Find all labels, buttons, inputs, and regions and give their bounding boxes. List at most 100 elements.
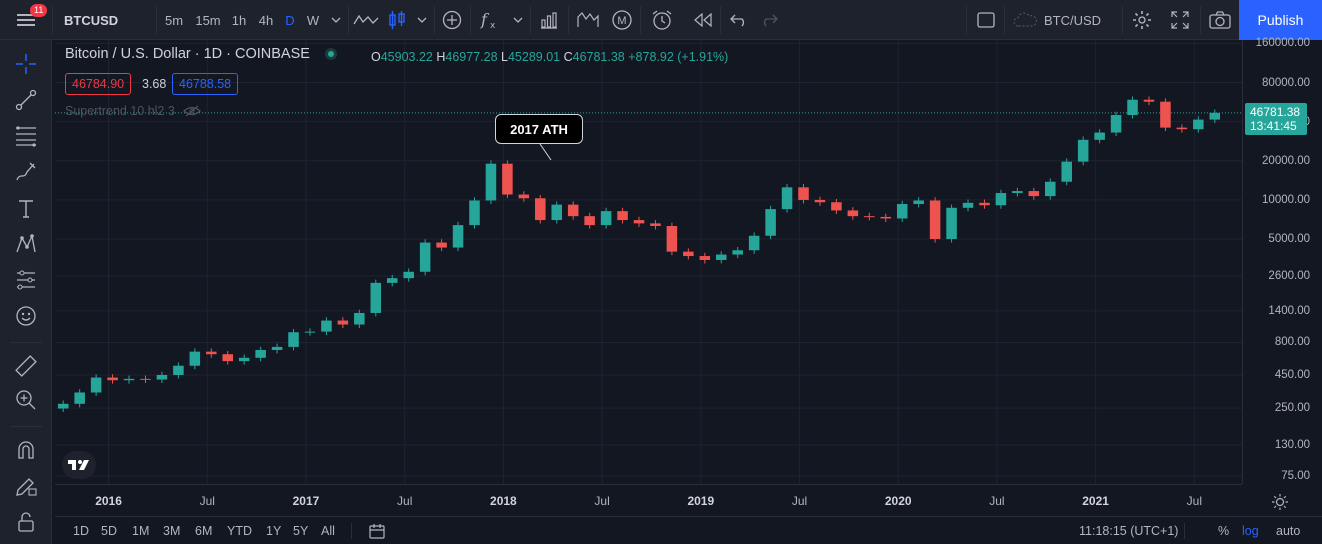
brush-tool[interactable] xyxy=(10,156,42,188)
candle xyxy=(567,204,579,217)
candle xyxy=(304,331,316,333)
eye-off-icon[interactable] xyxy=(182,105,201,117)
ath-callout[interactable]: 2017 ATH xyxy=(495,114,583,144)
range-1m[interactable]: 1M xyxy=(132,524,150,538)
alert-button[interactable] xyxy=(645,0,679,40)
candle xyxy=(354,312,365,325)
magnet-tool[interactable] xyxy=(10,434,42,466)
layout-button[interactable] xyxy=(970,0,1002,40)
measure-tool[interactable] xyxy=(10,350,42,382)
market-button[interactable]: M xyxy=(606,0,638,40)
time-axis-label: 2021 xyxy=(1082,494,1109,508)
settings-button[interactable] xyxy=(1126,0,1158,40)
candle xyxy=(57,403,69,409)
chevron-down-icon xyxy=(417,17,427,23)
interval-4h[interactable]: 4h xyxy=(258,12,274,28)
text-tool[interactable] xyxy=(10,192,42,224)
pattern-tool[interactable] xyxy=(10,228,42,260)
zoom-tool[interactable] xyxy=(10,384,42,416)
emoji-tool[interactable] xyxy=(10,300,42,332)
chart-type-candles-button[interactable] xyxy=(384,0,410,40)
time-axis-label: Jul xyxy=(397,494,413,508)
symbol-search-button[interactable]: BTCUSD xyxy=(64,12,119,28)
lock-drawings-tool[interactable] xyxy=(10,506,42,538)
range-3m[interactable]: 3M xyxy=(163,524,181,538)
spread-value: 3.68 xyxy=(142,77,167,91)
candle xyxy=(962,202,974,208)
chart-type-dropdown[interactable] xyxy=(412,0,432,40)
axis-settings-button[interactable] xyxy=(1270,492,1290,512)
publish-button[interactable]: Publish xyxy=(1239,0,1322,40)
candle xyxy=(485,163,497,201)
goto-date-button[interactable] xyxy=(368,517,386,544)
fib-tool[interactable] xyxy=(10,120,42,152)
price-axis-label: 250.00 xyxy=(1274,402,1310,415)
alarm-clock-icon xyxy=(652,10,672,30)
undo-button[interactable] xyxy=(724,0,754,40)
time-axis-label: 2017 xyxy=(292,494,320,508)
candle xyxy=(666,226,678,252)
clock[interactable]: 11:18:15 (UTC+1) xyxy=(1079,524,1179,538)
range-all[interactable]: All xyxy=(321,524,335,538)
bar-chart-icon xyxy=(541,12,557,29)
stay-in-drawing-tool[interactable] xyxy=(10,470,42,502)
fullscreen-button[interactable] xyxy=(1164,0,1196,40)
candle xyxy=(288,332,299,347)
prediction-tool[interactable] xyxy=(10,264,42,296)
candle xyxy=(1127,99,1138,116)
range-ytd[interactable]: YTD xyxy=(227,524,252,538)
crosshair-tool[interactable] xyxy=(10,48,42,80)
range-6m[interactable]: 6M xyxy=(195,524,213,538)
percent-toggle[interactable]: % xyxy=(1218,524,1230,538)
candle xyxy=(156,374,168,380)
range-1d[interactable]: 1D xyxy=(73,524,89,538)
candle xyxy=(1209,112,1221,120)
range-1y[interactable]: 1Y xyxy=(266,524,282,538)
candle xyxy=(1094,132,1105,140)
candle xyxy=(123,378,135,381)
interval-d[interactable]: D xyxy=(285,12,295,28)
screenshot-button[interactable] xyxy=(1203,0,1237,40)
price-chart[interactable] xyxy=(55,40,1242,484)
buy-price-button[interactable]: 46788.58 xyxy=(172,73,239,95)
interval-5m[interactable]: 5m xyxy=(164,12,184,28)
range-5y[interactable]: 5Y xyxy=(293,524,309,538)
candle xyxy=(880,216,892,219)
compare-button[interactable] xyxy=(436,0,468,40)
interval-15m[interactable]: 15m xyxy=(195,12,221,28)
auto-toggle[interactable]: auto xyxy=(1276,524,1301,538)
candle xyxy=(748,235,760,251)
candle xyxy=(633,220,645,224)
tradingview-logo[interactable] xyxy=(62,451,96,479)
cloud-save-button[interactable]: BTC/USD xyxy=(1008,0,1118,40)
interval-w[interactable]: W xyxy=(306,12,320,28)
candle xyxy=(140,378,151,380)
time-axis[interactable]: 2016 Jul 2017 Jul 2018 Jul 2019 Jul 2020 Jul 2021 J… xyxy=(55,484,1242,516)
candle xyxy=(1160,101,1171,128)
interval-1h[interactable]: 1h xyxy=(231,12,247,28)
bar-countdown: 13:41:45 xyxy=(1250,119,1297,133)
svg-text:M: M xyxy=(617,15,626,27)
candle xyxy=(765,209,776,236)
trendline-tool[interactable] xyxy=(10,84,42,116)
undo-icon xyxy=(730,14,745,27)
sell-price-button[interactable]: 46784.90 xyxy=(65,73,132,95)
replay-button[interactable] xyxy=(686,0,720,40)
price-axis[interactable]: 160000.0080000.0040000.0020000.0010000.0… xyxy=(1242,37,1322,484)
range-5d[interactable]: 5D xyxy=(101,524,117,538)
candle xyxy=(979,202,990,206)
menu-button[interactable]: 11 xyxy=(0,0,52,40)
indicator-legend[interactable]: Supertrend 10 hl2 3 xyxy=(65,104,201,118)
financials-button[interactable] xyxy=(533,0,565,40)
hamburger-icon xyxy=(17,14,35,26)
candle xyxy=(946,207,957,240)
chart-type-line-button[interactable] xyxy=(350,0,382,40)
candle xyxy=(584,216,595,226)
interval-dropdown[interactable] xyxy=(326,0,346,40)
log-toggle[interactable]: log xyxy=(1242,524,1259,538)
templates-button[interactable] xyxy=(572,0,604,40)
symbol-title[interactable]: Bitcoin / U.S. Dollar · 1D · COINBASE xyxy=(65,46,310,62)
indicators-dropdown[interactable] xyxy=(508,0,528,40)
redo-button[interactable] xyxy=(754,0,784,40)
